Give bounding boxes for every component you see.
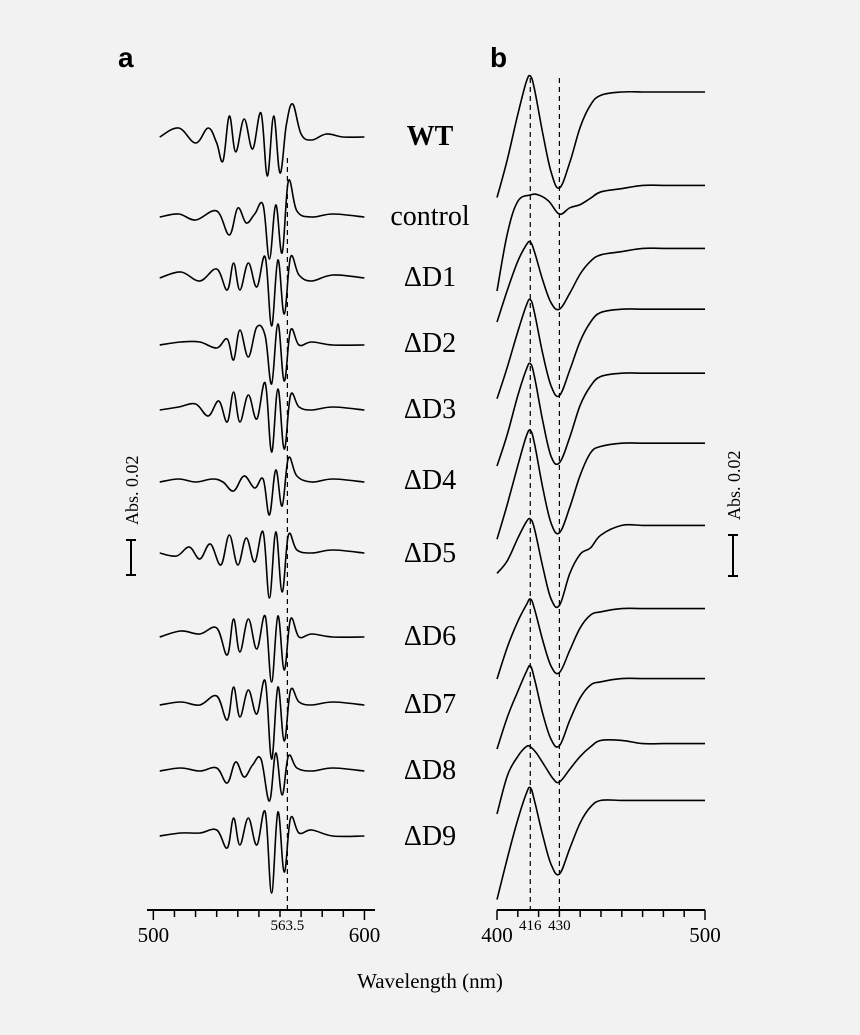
trace-a-control [159, 179, 365, 260]
axes: 500 600 563.5 400 416 430 500 [138, 909, 721, 947]
trace-b-delta-d1 [496, 240, 705, 323]
sample-label-delta-d8: ΔD8 [404, 755, 456, 786]
tick-label-b-416: 416 [519, 918, 542, 934]
sample-label-delta-d2: ΔD2 [404, 328, 456, 359]
trace-b-delta-d3 [496, 362, 705, 467]
trace-b-wt [496, 74, 705, 198]
sample-label-delta-d9: ΔD9 [404, 821, 456, 852]
trace-b-delta-d2 [496, 298, 705, 400]
marked-label-563-5: 563.5 [271, 918, 305, 934]
trace-a-delta-d9 [159, 810, 365, 894]
trace-a-wt [159, 103, 365, 177]
trace-a-delta-d2 [159, 323, 365, 385]
trace-b-delta-d4 [496, 429, 705, 540]
scale-bar-a-label: Abs. 0.02 [122, 455, 142, 525]
sample-label-wt: WT [407, 121, 454, 152]
trace-b-control [496, 184, 705, 292]
sample-label-delta-d5: ΔD5 [404, 538, 456, 569]
sample-label-control: control [390, 201, 470, 232]
panel-a-scale-bar: Abs. 0.02 [122, 455, 142, 576]
tick-label-a-600: 600 [349, 923, 381, 947]
trace-b-delta-d5 [496, 517, 705, 609]
panel-a-letter: a [118, 42, 134, 73]
trace-a-delta-d4 [159, 456, 365, 516]
sample-label-delta-d7: ΔD7 [404, 689, 456, 720]
sample-label-delta-d6: ΔD6 [404, 621, 456, 652]
tick-label-b-500: 500 [689, 923, 721, 947]
trace-b-delta-d7 [496, 664, 705, 750]
tick-label-b-400: 400 [481, 923, 513, 947]
tick-label-b-430: 430 [548, 918, 571, 934]
guide-lines [286, 78, 561, 910]
sample-label-delta-d1: ΔD1 [404, 262, 456, 293]
panel-b-scale-bar: Abs. 0.02 [724, 450, 744, 577]
trace-a-delta-d8 [159, 752, 365, 802]
panel-a-traces [159, 103, 365, 894]
sample-label-delta-d3: ΔD3 [404, 394, 456, 425]
scale-bar-b-label: Abs. 0.02 [724, 450, 744, 520]
sample-label-delta-d4: ΔD4 [404, 465, 456, 496]
trace-a-delta-d5 [159, 530, 365, 599]
panel-b-letter: b [490, 42, 507, 73]
x-axis-label: Wavelength (nm) [357, 969, 503, 993]
trace-a-delta-d3 [159, 381, 365, 453]
trace-b-delta-d9 [496, 786, 705, 900]
trace-a-delta-d1 [159, 254, 365, 327]
trace-a-delta-d6 [159, 614, 365, 683]
tick-label-a-500: 500 [138, 923, 170, 947]
trace-a-delta-d7 [159, 679, 365, 760]
panel-b-traces [496, 74, 705, 900]
trace-b-delta-d8 [496, 738, 705, 815]
panel-a-labels: WT control ΔD1 ΔD2 ΔD3 ΔD4 ΔD5 ΔD6 ΔD7 ΔD8 ΔD9 [390, 121, 470, 852]
